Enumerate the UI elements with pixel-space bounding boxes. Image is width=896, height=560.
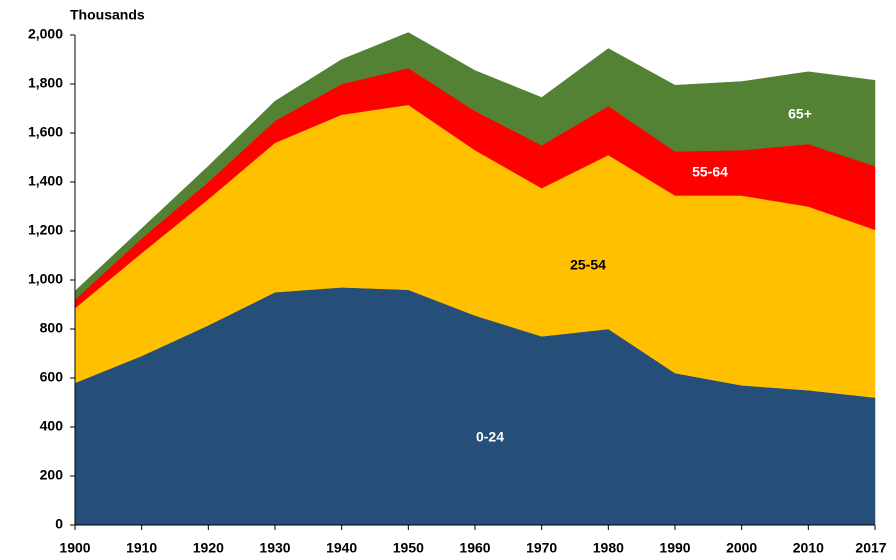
series-label: 25-54: [570, 257, 606, 273]
x-tick-label: 2000: [726, 540, 757, 556]
y-tick-label: 1,800: [28, 75, 63, 91]
y-tick-label: 1,000: [28, 271, 63, 287]
y-tick-label: 200: [40, 467, 64, 483]
area: [74, 32, 876, 301]
x-tick-label: 1910: [126, 540, 157, 556]
x-tick-label: 2010: [793, 540, 824, 556]
y-tick-label: 800: [40, 320, 64, 336]
y-tick-label: 2,000: [28, 26, 63, 42]
x-tick-label: 1900: [59, 540, 90, 556]
y-tick-label: 400: [40, 418, 64, 434]
x-tick-label: 1920: [193, 540, 224, 556]
x-tick-label: 1980: [593, 540, 624, 556]
x-tick-label: 2017: [855, 540, 886, 556]
y-tick-label: 1,600: [28, 124, 63, 140]
x-tick-label: 1950: [393, 540, 424, 556]
series-label: 0-24: [476, 429, 504, 445]
x-tick-label: 1970: [526, 540, 557, 556]
x-tick-label: 1940: [326, 540, 357, 556]
y-axis-label: Thousands: [70, 7, 145, 23]
x-tick-label: 1930: [259, 540, 290, 556]
y-tick-label: 600: [40, 369, 64, 385]
y-tick-label: 0: [55, 516, 63, 532]
series-label: 65+: [788, 106, 812, 122]
y-tick-label: 1,200: [28, 222, 63, 238]
y-tick-label: 1,400: [28, 173, 63, 189]
x-tick-label: 1990: [659, 540, 690, 556]
series-label: 55-64: [692, 164, 728, 180]
x-tick-label: 1960: [459, 540, 490, 556]
